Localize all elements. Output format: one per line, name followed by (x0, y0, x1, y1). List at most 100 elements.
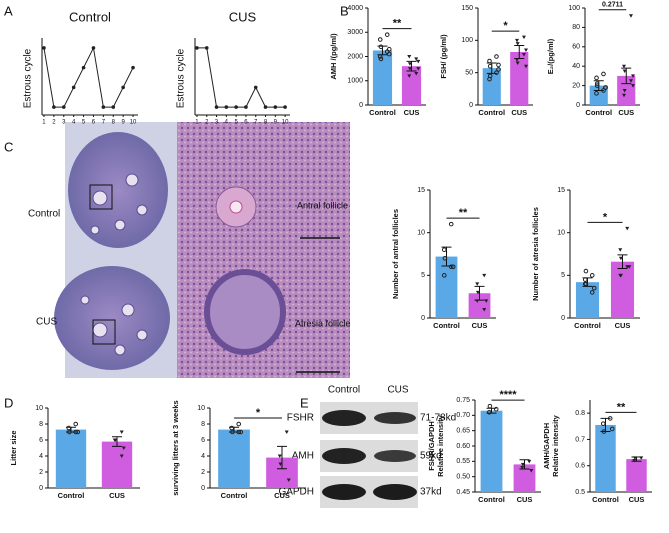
point (214, 105, 219, 109)
data-point (607, 416, 613, 421)
data-point (487, 73, 493, 79)
data-point (416, 67, 421, 71)
size-label: 71-78kd (420, 413, 456, 424)
y-tick-label: 4 (201, 453, 205, 460)
x-tick-label: 1 (195, 120, 199, 126)
y-tick-label: 4000 (347, 5, 363, 12)
data-point (521, 53, 526, 57)
x-tick-label: 9 (121, 120, 125, 126)
band (374, 450, 416, 462)
y-tick-label: 0 (469, 102, 473, 109)
x-tick-label: 4 (225, 120, 229, 126)
error-bar (519, 459, 530, 470)
data-point (529, 469, 534, 473)
data-point (631, 74, 635, 78)
x-tick-label: CUS (472, 321, 488, 330)
follicles (80, 173, 148, 356)
data-point (229, 425, 235, 431)
data-point (73, 429, 79, 435)
bar (480, 410, 503, 492)
data-point (475, 282, 480, 286)
x-tick-label: Control (478, 108, 505, 117)
data-point (515, 61, 520, 65)
point (81, 65, 86, 70)
point (131, 65, 135, 70)
y-tick-label: 6 (201, 437, 205, 444)
point (263, 105, 268, 109)
data-point (121, 446, 126, 450)
zoom-image (177, 122, 350, 250)
data-point (603, 85, 608, 90)
point (71, 85, 76, 90)
y-tick-label: 0.65 (456, 428, 470, 435)
significance-label: ** (459, 207, 468, 219)
data-point (524, 48, 528, 53)
y-tick-label: 0.5 (575, 489, 585, 496)
y-tick-label: 150 (461, 5, 473, 12)
y-tick-label: 6 (39, 437, 43, 444)
data-point (625, 265, 630, 269)
data-point (75, 429, 81, 435)
data-point (631, 84, 635, 88)
data-point (582, 277, 588, 282)
data-point (496, 67, 501, 72)
x-tick-label: CUS (511, 108, 527, 117)
x-tick-label: 1 (42, 120, 46, 126)
protein-label: FSHR (287, 413, 314, 424)
y-tick-label: 1000 (347, 78, 363, 85)
y-tick-label: 0.8 (575, 410, 585, 417)
data-point (494, 70, 499, 75)
x-tick-label: 8 (112, 120, 116, 126)
data-point (622, 69, 627, 74)
data-point (618, 248, 623, 252)
point (283, 105, 287, 109)
y-axis-label: Estrous cycle (176, 48, 187, 108)
point (111, 105, 116, 109)
y-tick-label: 4 (39, 453, 43, 460)
point (121, 85, 125, 90)
group-label: Control (28, 209, 60, 220)
y-tick-label: 0 (359, 102, 363, 109)
lane-label: Control (328, 385, 360, 396)
y-tick-label: 2 (201, 469, 205, 476)
y-tick-label: 80 (572, 24, 580, 31)
y-tick-label: 8 (39, 421, 43, 428)
zoom-label: Antral follicle (297, 200, 348, 210)
significance-label: **** (499, 389, 517, 401)
group-label: CUS (36, 317, 57, 328)
y-axis-label: AMH /(pg/ml) (329, 33, 338, 80)
x-tick-label: CUS (517, 495, 533, 504)
y-tick-label: 15 (557, 187, 565, 194)
point (244, 105, 248, 109)
data-point (482, 307, 487, 312)
x-tick-label: Control (369, 108, 396, 117)
data-point (487, 63, 493, 69)
line (43, 46, 134, 108)
x-tick-label: 10 (130, 120, 137, 126)
data-point (639, 456, 644, 460)
data-point (450, 264, 456, 270)
bar (626, 459, 647, 492)
data-point (520, 465, 525, 470)
bar (435, 256, 458, 318)
data-point (441, 247, 447, 253)
y-axis-label: AMH/GAPDH (542, 423, 551, 469)
x-tick-label: 3 (215, 120, 219, 126)
zoom-label: Atresia follicle (295, 318, 351, 328)
data-point (377, 54, 383, 59)
point (91, 46, 96, 50)
data-point (448, 264, 454, 270)
x-tick-label: CUS (274, 491, 290, 500)
x-tick-label: Control (433, 321, 460, 330)
data-point (601, 88, 606, 93)
bar (55, 429, 87, 488)
data-point (407, 62, 412, 66)
data-point (378, 44, 384, 50)
data-point (119, 454, 124, 458)
point (224, 105, 229, 109)
point (195, 46, 199, 50)
band (322, 410, 366, 426)
data-point (278, 462, 283, 466)
data-point (486, 409, 492, 415)
